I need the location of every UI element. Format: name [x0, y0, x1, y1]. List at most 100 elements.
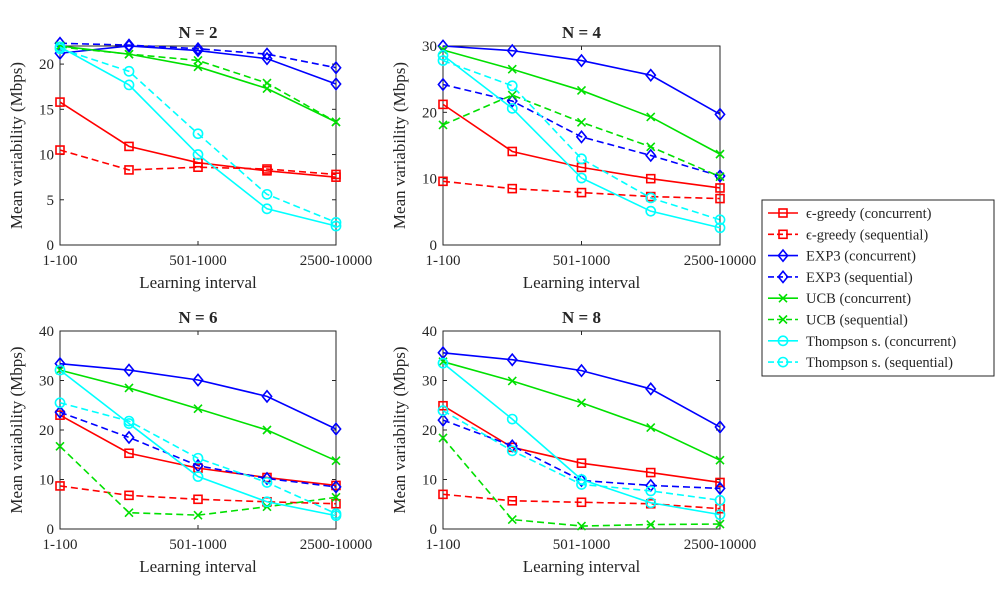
- series-1: [438, 99, 725, 193]
- series-8: [54, 397, 342, 520]
- data-point: [331, 492, 341, 502]
- series-line: [59, 46, 337, 227]
- data-point: [576, 187, 587, 198]
- series-line: [59, 411, 337, 488]
- data-point: [331, 456, 341, 466]
- data-point: [576, 172, 587, 184]
- series-line: [59, 485, 337, 505]
- y-tick-label: 30: [39, 374, 54, 390]
- y-tick-label: 10: [39, 473, 54, 489]
- legend-entry: ϵ-greedy (sequential): [768, 227, 928, 243]
- data-point: [506, 43, 518, 58]
- data-point: [55, 481, 65, 491]
- data-point: [193, 404, 203, 414]
- data-point: [438, 99, 448, 110]
- data-point: [714, 481, 726, 496]
- x-axis-label: Learning interval: [139, 273, 257, 292]
- legend-label: EXP3 (sequential): [806, 270, 913, 286]
- data-point: [507, 376, 517, 386]
- data-point: [330, 508, 342, 520]
- data-point: [262, 78, 272, 88]
- subplot-1: 0 5 10 15 20 1-100 501-1000 2500-10000 N = 2 Lear…: [7, 23, 372, 292]
- y-tick-label: 10: [39, 148, 54, 164]
- data-point: [715, 193, 725, 204]
- legend-entry: EXP3 (concurrent): [768, 249, 916, 265]
- data-point: [193, 55, 203, 66]
- data-point: [261, 47, 273, 62]
- data-point: [330, 60, 342, 75]
- x-tick-label: 2500-10000: [684, 253, 757, 269]
- data-point: [55, 410, 65, 420]
- data-point: [715, 477, 725, 488]
- data-point: [645, 173, 656, 184]
- legend-marker: [778, 314, 788, 325]
- data-point: [192, 41, 204, 56]
- series-line: [59, 45, 337, 85]
- data-point: [192, 452, 204, 464]
- data-point: [576, 458, 587, 468]
- data-point: [123, 65, 135, 77]
- data-point: [123, 430, 135, 445]
- series-7: [437, 49, 726, 234]
- series-line: [59, 362, 337, 430]
- data-point: [262, 164, 272, 174]
- x-tick-label: 501-1000: [169, 253, 227, 269]
- legend-label: ϵ-greedy (sequential): [806, 227, 928, 243]
- y-tick-label: 0: [47, 522, 55, 538]
- data-point: [645, 467, 656, 478]
- x-tick-label: 1-100: [43, 253, 78, 269]
- series-line: [442, 83, 721, 177]
- data-point: [507, 146, 518, 157]
- series-8: [437, 405, 726, 506]
- data-point: [123, 363, 135, 377]
- data-point: [714, 420, 726, 434]
- legend-marker: [778, 208, 788, 218]
- data-point: [124, 448, 134, 459]
- data-point: [193, 510, 203, 520]
- legend-box: [761, 199, 995, 377]
- y-tick-label: 10: [422, 473, 437, 489]
- data-point: [192, 471, 204, 482]
- series-2: [55, 145, 341, 180]
- series-line: [59, 149, 337, 176]
- y-tick-label: 0: [430, 522, 438, 538]
- x-tick-label: 501-1000: [553, 253, 611, 269]
- legend-label: Thompson s. (sequential): [806, 355, 953, 371]
- data-point: [646, 112, 656, 122]
- x-tick-label: 1-100: [43, 537, 78, 553]
- data-point: [123, 38, 135, 52]
- data-point: [54, 397, 66, 409]
- axes-box: [59, 45, 337, 246]
- series-line: [442, 45, 721, 116]
- data-point: [192, 373, 204, 387]
- data-point: [54, 364, 66, 376]
- data-point: [506, 352, 518, 367]
- legend-label: EXP3 (concurrent): [806, 249, 916, 265]
- y-tick-label: 40: [39, 324, 54, 340]
- data-point: [123, 79, 135, 91]
- data-point: [124, 383, 134, 393]
- data-point: [576, 479, 587, 490]
- series-line: [442, 410, 721, 502]
- legend-entry: Thompson s. (concurrent): [768, 334, 956, 350]
- series-8: [54, 43, 342, 228]
- data-point: [192, 149, 204, 160]
- data-point: [645, 382, 657, 396]
- y-axis-label: Mean variability (Mbps): [390, 62, 409, 229]
- data-point: [330, 77, 342, 91]
- data-point: [330, 220, 342, 232]
- y-tick-label: 20: [422, 423, 437, 439]
- data-point: [575, 473, 588, 488]
- x-axis-label: Learning interval: [523, 273, 641, 292]
- data-point: [715, 149, 725, 159]
- y-tick-label: 40: [422, 324, 437, 340]
- data-point: [645, 148, 657, 163]
- data-point: [54, 405, 66, 420]
- data-point: [55, 97, 65, 107]
- data-point: [506, 102, 518, 114]
- series-line: [442, 180, 721, 200]
- series-line: [442, 405, 721, 484]
- series-line: [442, 493, 721, 510]
- data-point: [715, 183, 725, 193]
- subplot-3: 0 10 20 30 40 1-100 501-1000 2500-10000 N = 6 Lea…: [7, 308, 372, 576]
